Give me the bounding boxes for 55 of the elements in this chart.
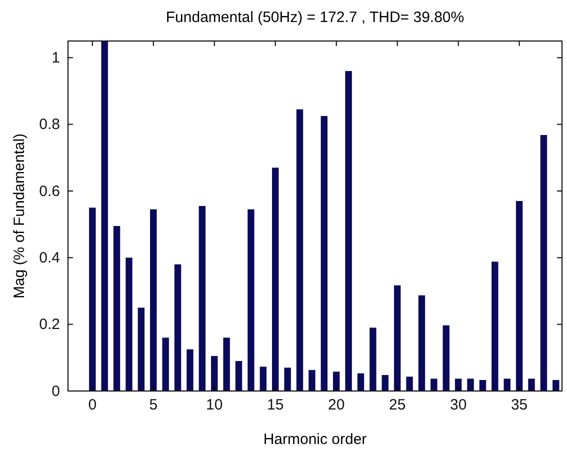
bar [479, 380, 486, 391]
bar [345, 71, 352, 391]
bar [248, 209, 254, 391]
bar [186, 349, 194, 391]
x-tick-label: 35 [510, 396, 528, 414]
bar [528, 378, 535, 391]
bar [284, 368, 291, 391]
bar [223, 338, 230, 391]
bar [430, 378, 438, 391]
x-tick-label: 0 [88, 396, 97, 414]
bar [320, 116, 328, 391]
bar [272, 168, 279, 391]
bar [198, 206, 206, 391]
bar [406, 376, 413, 391]
x-tick-label: 30 [450, 396, 467, 414]
x-tick-label: 5 [149, 396, 158, 414]
x-tick-label: 20 [328, 396, 345, 414]
y-axis-title: Mag (% of Fundamental) [11, 133, 28, 299]
bar [382, 375, 388, 391]
bar [394, 285, 401, 391]
bar [492, 262, 498, 391]
bar [89, 208, 96, 391]
bar [552, 380, 560, 391]
y-tick-label: 1 [52, 49, 60, 66]
bar [540, 135, 548, 391]
bar [211, 356, 218, 391]
bar [308, 370, 316, 391]
bar [357, 373, 364, 391]
bar [235, 361, 242, 391]
x-axis-title: Harmonic order [263, 431, 367, 448]
bar [332, 372, 340, 391]
chart-title: Fundamental (50Hz) = 172.7 , THD= 39.80% [166, 9, 464, 26]
bar [174, 264, 182, 391]
x-tick-label: 25 [388, 396, 406, 414]
bar [113, 226, 120, 391]
x-tick-label: 10 [206, 396, 223, 414]
y-tick-label: 0.4 [39, 249, 60, 266]
bar [504, 378, 510, 391]
x-tick-label: 15 [267, 396, 284, 414]
bar [162, 338, 169, 391]
bar [516, 201, 523, 391]
bar [150, 209, 157, 391]
bar [138, 308, 145, 391]
y-tick-label: 0.8 [39, 116, 60, 134]
bar [418, 295, 426, 391]
bar [260, 366, 267, 391]
y-tick-label: 0.6 [39, 182, 60, 200]
bar [442, 325, 450, 391]
bar [370, 328, 376, 391]
y-tick-label: 0.2 [39, 316, 60, 334]
bar [296, 109, 304, 391]
bar [101, 41, 108, 391]
bar [467, 378, 474, 391]
y-tick-label: 0 [52, 382, 60, 400]
bar [126, 258, 132, 391]
